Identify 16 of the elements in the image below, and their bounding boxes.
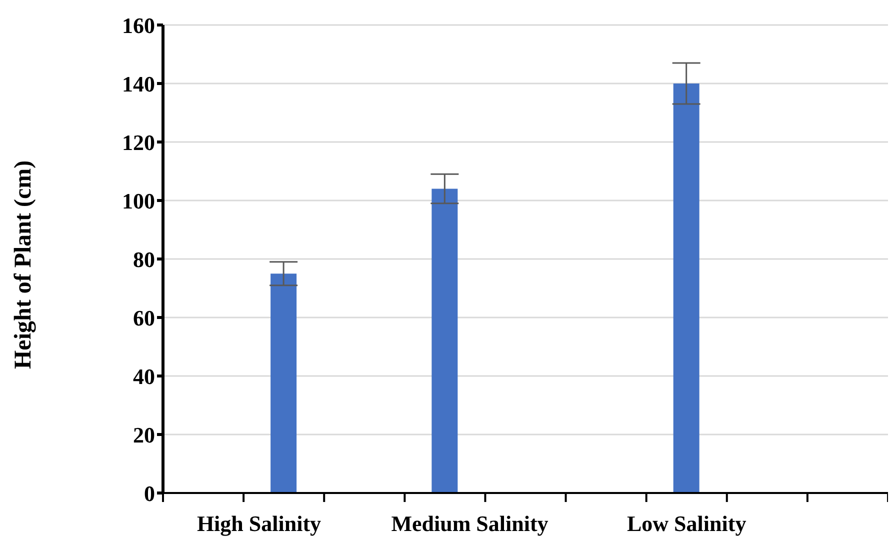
y-tick-label: 0 (144, 480, 155, 506)
bar (673, 84, 700, 493)
y-tick-label: 140 (122, 71, 155, 96)
y-tick-label: 100 (122, 188, 155, 214)
y-tick-label: 60 (133, 305, 155, 330)
bar (270, 274, 297, 493)
x-tick-label: High Salinity (196, 511, 322, 536)
bar (432, 188, 458, 493)
y-tick-label: 80 (133, 246, 155, 272)
y-tick-label: 40 (133, 364, 155, 389)
x-tick-label: Low Salinity (627, 511, 746, 536)
y-tick-label: 160 (122, 12, 155, 38)
y-axis-title: Height of Plant (cm) (10, 160, 37, 369)
y-tick-label: 120 (122, 130, 155, 155)
y-tick-label: 20 (133, 422, 155, 448)
x-tick-label: Medium Salinity (391, 511, 548, 536)
